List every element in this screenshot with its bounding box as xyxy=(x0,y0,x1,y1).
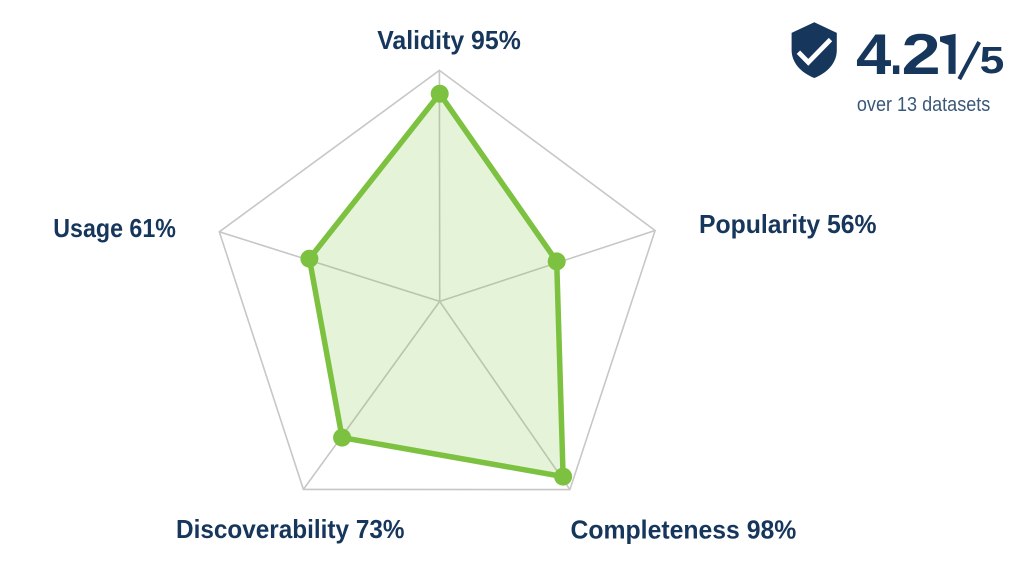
svg-text:2: 2 xyxy=(902,23,941,87)
svg-text:Completeness 98%: Completeness 98% xyxy=(571,514,797,544)
svg-text:over 13 datasets: over 13 datasets xyxy=(857,94,990,116)
svg-text:Usage 61%: Usage 61% xyxy=(53,213,176,243)
svg-text:4: 4 xyxy=(856,23,891,87)
svg-text:.: . xyxy=(890,23,903,87)
svg-text:5: 5 xyxy=(980,40,1005,82)
svg-text:Popularity 56%: Popularity 56% xyxy=(699,209,877,239)
svg-text:Validity 95%: Validity 95% xyxy=(377,25,521,55)
svg-text:Discoverability 73%: Discoverability 73% xyxy=(176,514,405,544)
